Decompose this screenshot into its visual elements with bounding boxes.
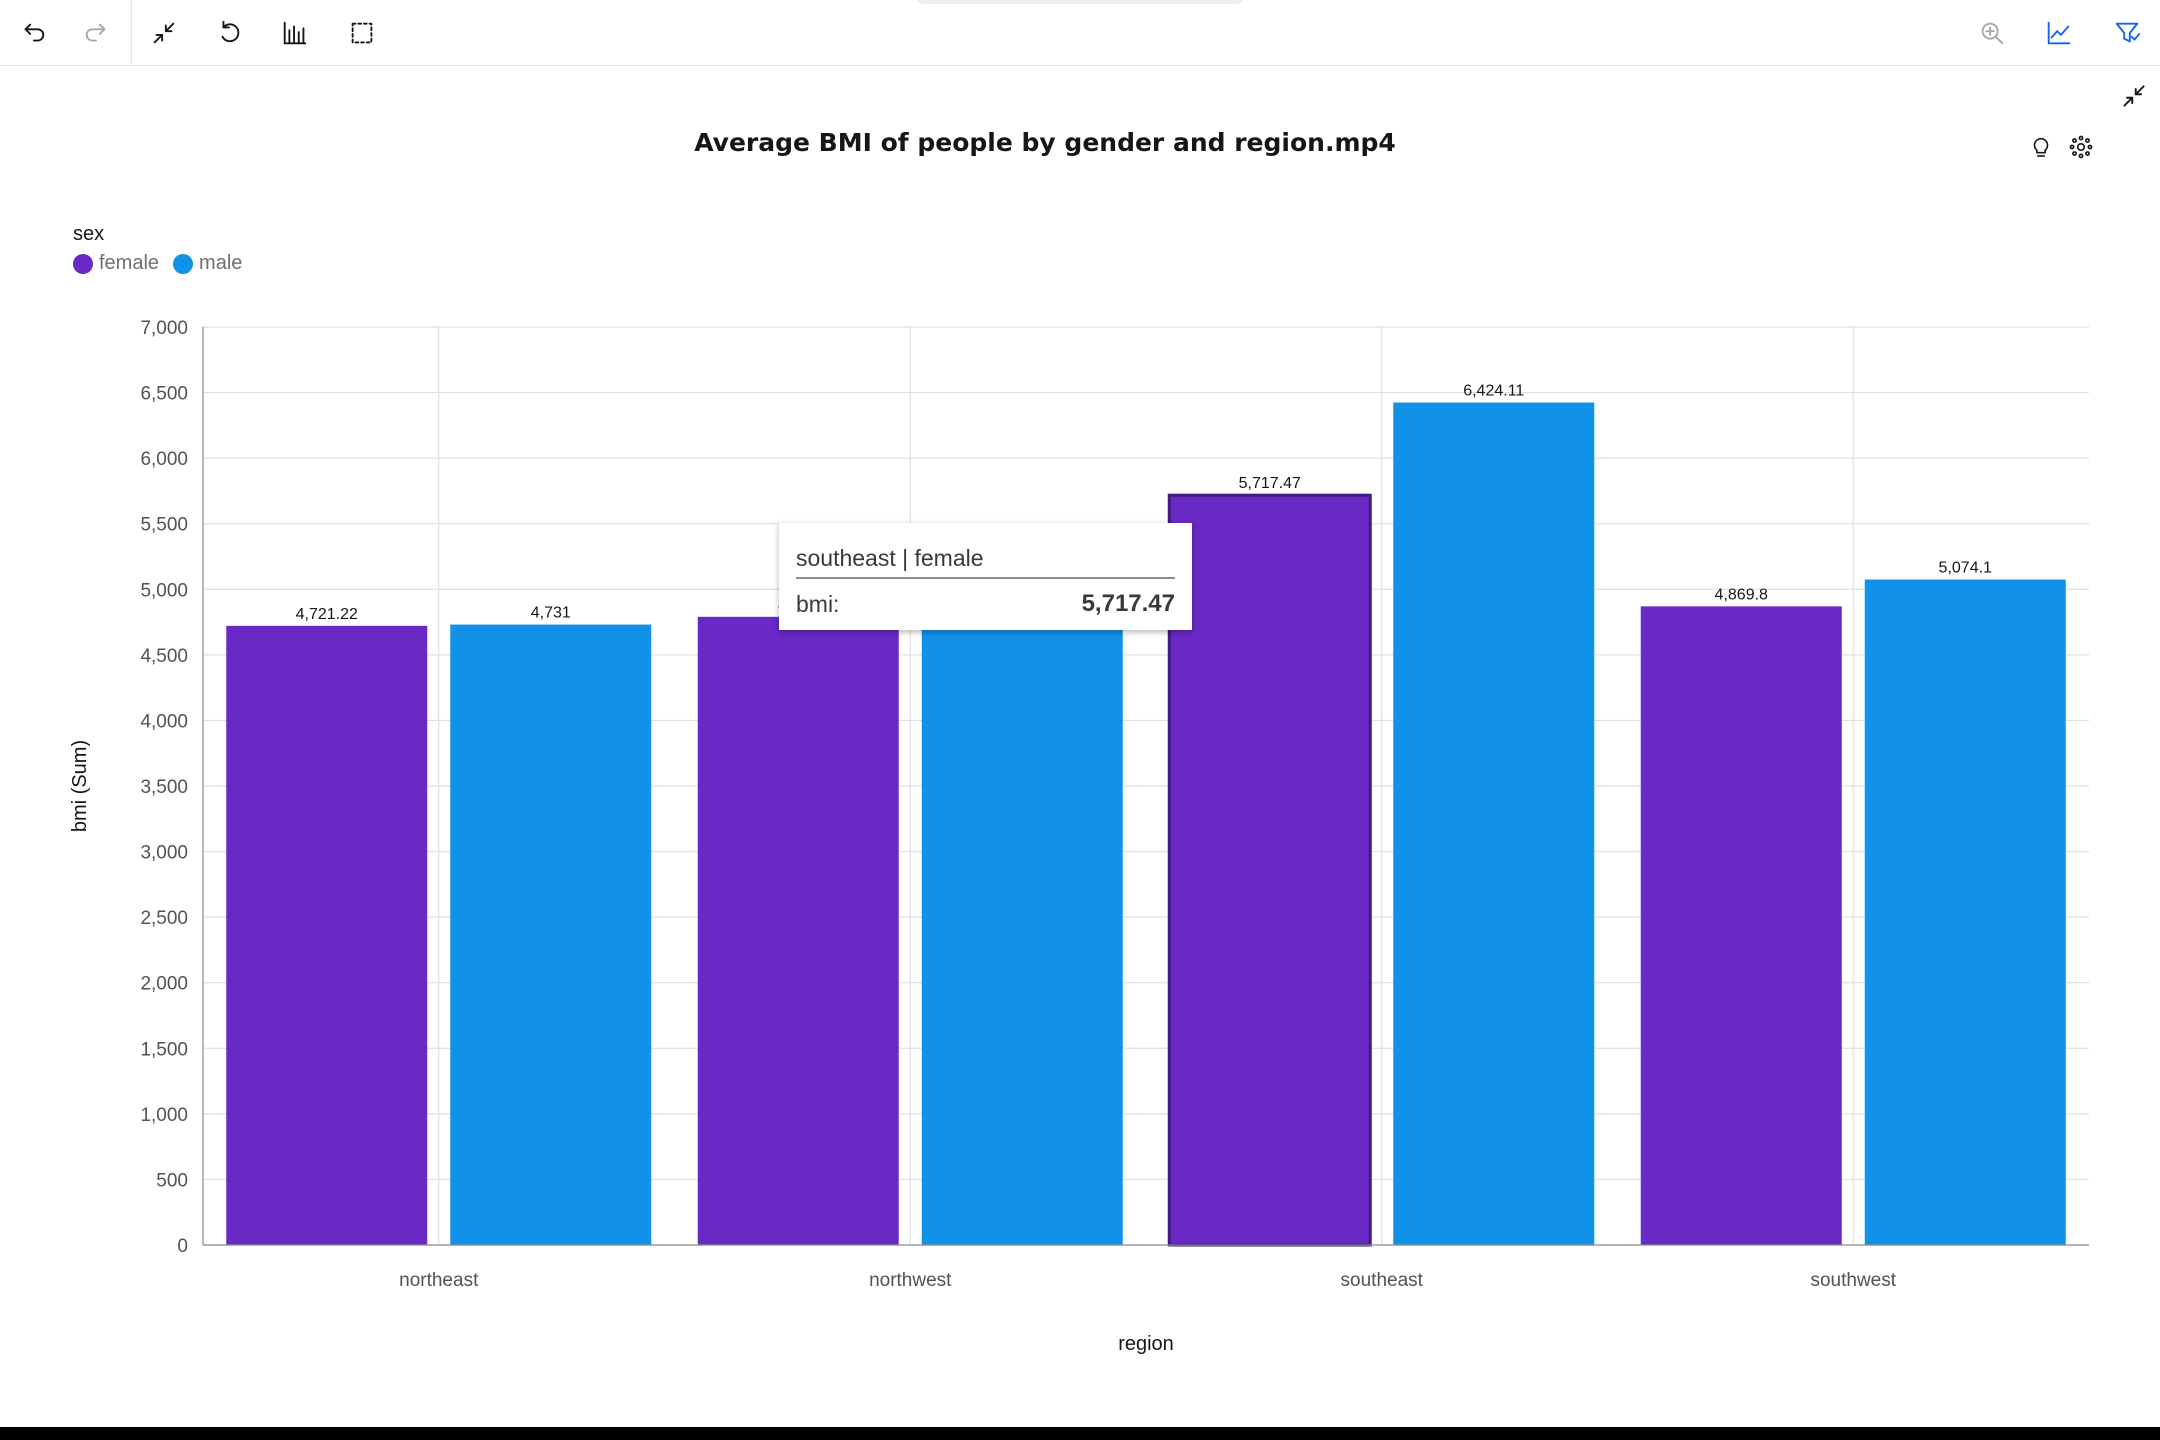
y-tick-label: 4,500 [140, 646, 188, 667]
zoom-in-icon [1981, 22, 2004, 45]
redo-button[interactable] [75, 11, 119, 55]
line-chart-icon [2047, 21, 2071, 45]
y-tick-label: 5,000 [140, 580, 188, 601]
undo-button[interactable] [11, 11, 55, 55]
legend-item-male[interactable]: male [173, 252, 242, 275]
data-label: 6,424.11 [1463, 383, 1524, 400]
legend-label-female: female [99, 252, 160, 274]
y-tick-label: 1,000 [140, 1105, 188, 1126]
filter-button[interactable] [2105, 11, 2149, 55]
y-tick-label: 7,000 [140, 318, 188, 339]
data-label: 4,869.8 [1715, 586, 1768, 603]
collapse-icon [153, 22, 175, 44]
insights-button[interactable] [2022, 128, 2060, 166]
data-label: 4,731 [531, 605, 571, 622]
bar-chart-icon [283, 21, 307, 45]
undo-icon [24, 23, 45, 42]
tooltip-header: southeast | female [796, 523, 1175, 579]
toolbar [0, 0, 2160, 66]
x-axis-title: region [1118, 1333, 1174, 1355]
filter-icon [2115, 22, 2141, 43]
zoom-button[interactable] [1970, 11, 2014, 55]
top-drag-handle[interactable] [915, 0, 1245, 4]
legend-swatch-female [73, 253, 93, 274]
chart-type-button[interactable] [273, 11, 317, 55]
y-tick-label: 0 [177, 1236, 188, 1257]
x-tick-label: southwest [1810, 1270, 1896, 1291]
x-tick-label: northeast [399, 1270, 479, 1291]
y-tick-label: 3,500 [140, 777, 188, 798]
x-tick-label: northwest [869, 1270, 952, 1291]
settings-button[interactable] [2062, 128, 2100, 166]
reset-button[interactable] [208, 11, 252, 55]
y-tick-label: 3,000 [140, 843, 188, 864]
y-tick-label: 5,500 [140, 515, 188, 536]
legend-title: sex [73, 223, 105, 245]
legend-label-male: male [199, 252, 243, 274]
trend-button[interactable] [2037, 11, 2081, 55]
y-tick-label: 4,000 [140, 711, 188, 732]
bar-southwest-female[interactable] [1640, 606, 1842, 1245]
tooltip-value: 5,717.47 [1081, 590, 1175, 617]
bar-northeast-male[interactable] [450, 624, 652, 1245]
toolbar-divider [131, 0, 132, 66]
bar-southeast-male[interactable] [1393, 402, 1595, 1245]
y-tick-label: 6,000 [140, 449, 188, 470]
tooltip-label: bmi: [796, 590, 840, 617]
legend: female male [73, 252, 242, 275]
y-axis-title: bmi (Sum) [69, 740, 91, 832]
bar-northwest-male[interactable] [921, 628, 1123, 1245]
data-label: 5,074.1 [1939, 560, 1992, 577]
bar-northeast-female[interactable] [226, 625, 428, 1245]
bar-southeast-female[interactable] [1167, 493, 1372, 1247]
y-tick-label: 2,500 [140, 908, 188, 929]
reset-icon [221, 20, 240, 43]
y-tick-label: 500 [156, 1170, 188, 1191]
collapse-chart-button[interactable] [2114, 76, 2154, 116]
lightbulb-icon [2033, 137, 2049, 157]
collapse-button[interactable] [142, 11, 186, 55]
select-button[interactable] [340, 11, 384, 55]
y-tick-label: 6,500 [140, 384, 188, 405]
tooltip-row: bmi: 5,717.47 [796, 579, 1175, 629]
chart-title: Average BMI of people by gender and regi… [694, 128, 1396, 157]
settings-icon [2069, 135, 2093, 159]
bar-southwest-male[interactable] [1864, 579, 2066, 1245]
data-label: 5,717.47 [1239, 475, 1301, 492]
tooltip: southeast | female bmi: 5,717.47 [779, 523, 1192, 630]
legend-item-female[interactable]: female [73, 252, 159, 275]
y-tick-label: 1,500 [140, 1039, 188, 1060]
collapse-icon [2123, 85, 2145, 107]
data-label: 4,721.22 [296, 606, 358, 623]
y-tick-label: 2,000 [140, 974, 188, 995]
redo-icon [85, 23, 106, 42]
selection-icon [351, 22, 373, 44]
x-tick-label: southeast [1341, 1270, 1424, 1291]
bar-northwest-female[interactable] [697, 616, 899, 1245]
bottom-bar [0, 1427, 2160, 1440]
legend-swatch-male [173, 253, 194, 274]
